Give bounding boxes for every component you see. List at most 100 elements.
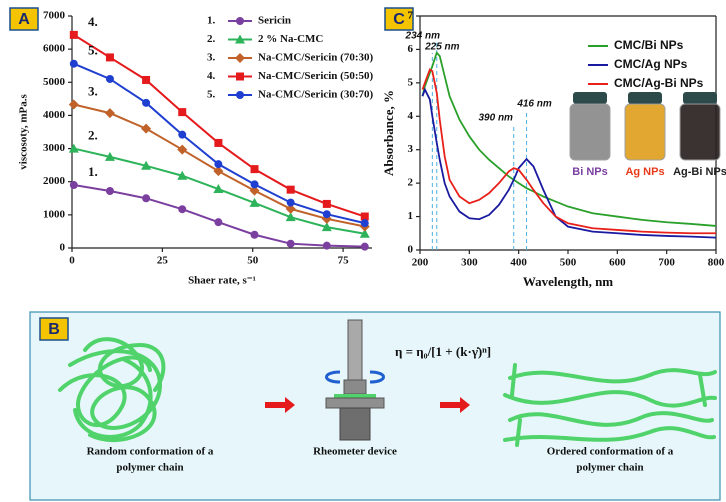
x-tick-label: 700 — [658, 257, 675, 269]
marker — [235, 53, 245, 63]
y-tick-label: 4 — [408, 110, 414, 122]
legend-number: 4. — [207, 70, 216, 82]
marker — [105, 108, 115, 118]
caption: Random conformation of a — [87, 446, 214, 458]
y-tick-label: 5000 — [43, 76, 66, 88]
marker — [142, 76, 150, 84]
legend-number: 5. — [207, 89, 216, 101]
peak-label: 416 nm — [516, 99, 552, 110]
series-line — [422, 90, 716, 238]
marker — [142, 99, 150, 107]
marker — [323, 242, 331, 250]
sample-label: Ag NPs — [625, 166, 664, 178]
marker — [70, 31, 78, 39]
caption: polymer chain — [116, 462, 183, 474]
curve-label: 1. — [88, 164, 98, 179]
x-tick-label: 300 — [461, 257, 478, 269]
y-axis-label: Absorbance, % — [381, 90, 396, 176]
x-tick-label: 50 — [247, 255, 259, 267]
x-tick-label: 500 — [560, 257, 577, 269]
peak-label: 234 nm — [405, 31, 441, 42]
legend-label: CMC/Bi NPs — [614, 38, 684, 52]
curve-label: 2. — [88, 128, 98, 143]
x-tick-label: 800 — [708, 257, 725, 269]
y-tick-label: 3 — [408, 143, 414, 155]
series-line — [74, 185, 365, 247]
panel-label: A — [18, 11, 30, 28]
y-tick-label: 7 — [408, 10, 414, 22]
marker — [323, 210, 331, 218]
sample-label: Bi NPs — [572, 166, 607, 178]
marker — [251, 165, 259, 173]
marker — [361, 243, 369, 251]
marker — [142, 194, 150, 202]
y-tick-label: 2 — [408, 177, 414, 189]
x-tick-label: 75 — [338, 255, 350, 267]
caption: polymer chain — [576, 462, 643, 474]
caption: Ordered conformation of a — [547, 446, 674, 458]
peak-label: 225 nm — [424, 42, 460, 53]
x-axis-label: Wavelength, nm — [523, 274, 613, 289]
y-tick-label: 0 — [60, 242, 66, 254]
y-tick-label: 0 — [408, 244, 414, 256]
legend-label: Na-CMC/Sericin (50:50) — [258, 70, 374, 82]
legend-number: 1. — [207, 15, 216, 27]
marker — [69, 99, 79, 109]
bottle — [625, 104, 665, 160]
y-tick-label: 1 — [408, 210, 414, 222]
x-tick-label: 25 — [157, 255, 169, 267]
legend-label: Na-CMC/Sericin (70:30) — [258, 52, 374, 64]
series-line — [422, 69, 716, 233]
marker — [236, 73, 244, 81]
y-tick-label: 2000 — [43, 175, 66, 187]
legend-label: Sericin — [258, 15, 291, 27]
marker — [287, 240, 295, 248]
legend-label: 2 % Na-CMC — [258, 33, 323, 45]
marker — [141, 124, 151, 134]
curve-label: 4. — [88, 14, 98, 29]
panel-label: B — [48, 321, 60, 338]
legend-number: 3. — [207, 52, 216, 64]
y-tick-label: 1000 — [43, 208, 66, 220]
marker — [323, 200, 331, 208]
x-axis-label: Shaer rate, s⁻¹ — [188, 275, 256, 287]
marker — [106, 53, 114, 61]
legend-label: CMC/Ag-Bi NPs — [614, 76, 704, 90]
x-tick-label: 200 — [412, 257, 429, 269]
marker — [236, 91, 244, 99]
marker — [214, 139, 222, 147]
legend-number: 2. — [207, 33, 216, 45]
bottle-cap — [683, 92, 717, 104]
y-tick-label: 7000 — [43, 10, 66, 22]
figure: η = η₀/[1 + (k·γ̇)ⁿ] B Random conformati… — [0, 0, 726, 502]
marker — [287, 199, 295, 207]
legend-label: CMC/Ag NPs — [614, 57, 688, 71]
marker — [178, 205, 186, 213]
marker — [178, 108, 186, 116]
bottle — [570, 104, 610, 160]
marker — [106, 187, 114, 195]
sample-label: Ag-Bi NPs — [673, 166, 726, 178]
y-tick-label: 4000 — [43, 109, 66, 121]
curve-label: 5. — [88, 43, 98, 58]
legend-label: Na-CMC/Sericin (30:70) — [258, 89, 374, 101]
marker — [178, 131, 186, 139]
marker — [106, 75, 114, 83]
panel-label: C — [393, 11, 405, 28]
marker — [214, 218, 222, 226]
formula: η = η₀/[1 + (k·γ̇)ⁿ] — [395, 344, 491, 359]
marker — [70, 60, 78, 68]
marker — [251, 180, 259, 188]
marker — [236, 17, 244, 25]
marker — [361, 219, 369, 227]
y-tick-label: 3000 — [43, 142, 66, 154]
bottle-cap — [573, 92, 607, 104]
marker — [70, 181, 78, 189]
marker — [214, 160, 222, 168]
y-axis-label: viscosoty, mPa.s — [18, 94, 30, 170]
peak-label: 390 nm — [478, 113, 513, 124]
x-tick-label: 400 — [510, 257, 527, 269]
x-tick-label: 600 — [609, 257, 626, 269]
y-tick-label: 5 — [408, 76, 414, 88]
x-tick-label: 0 — [69, 255, 75, 267]
